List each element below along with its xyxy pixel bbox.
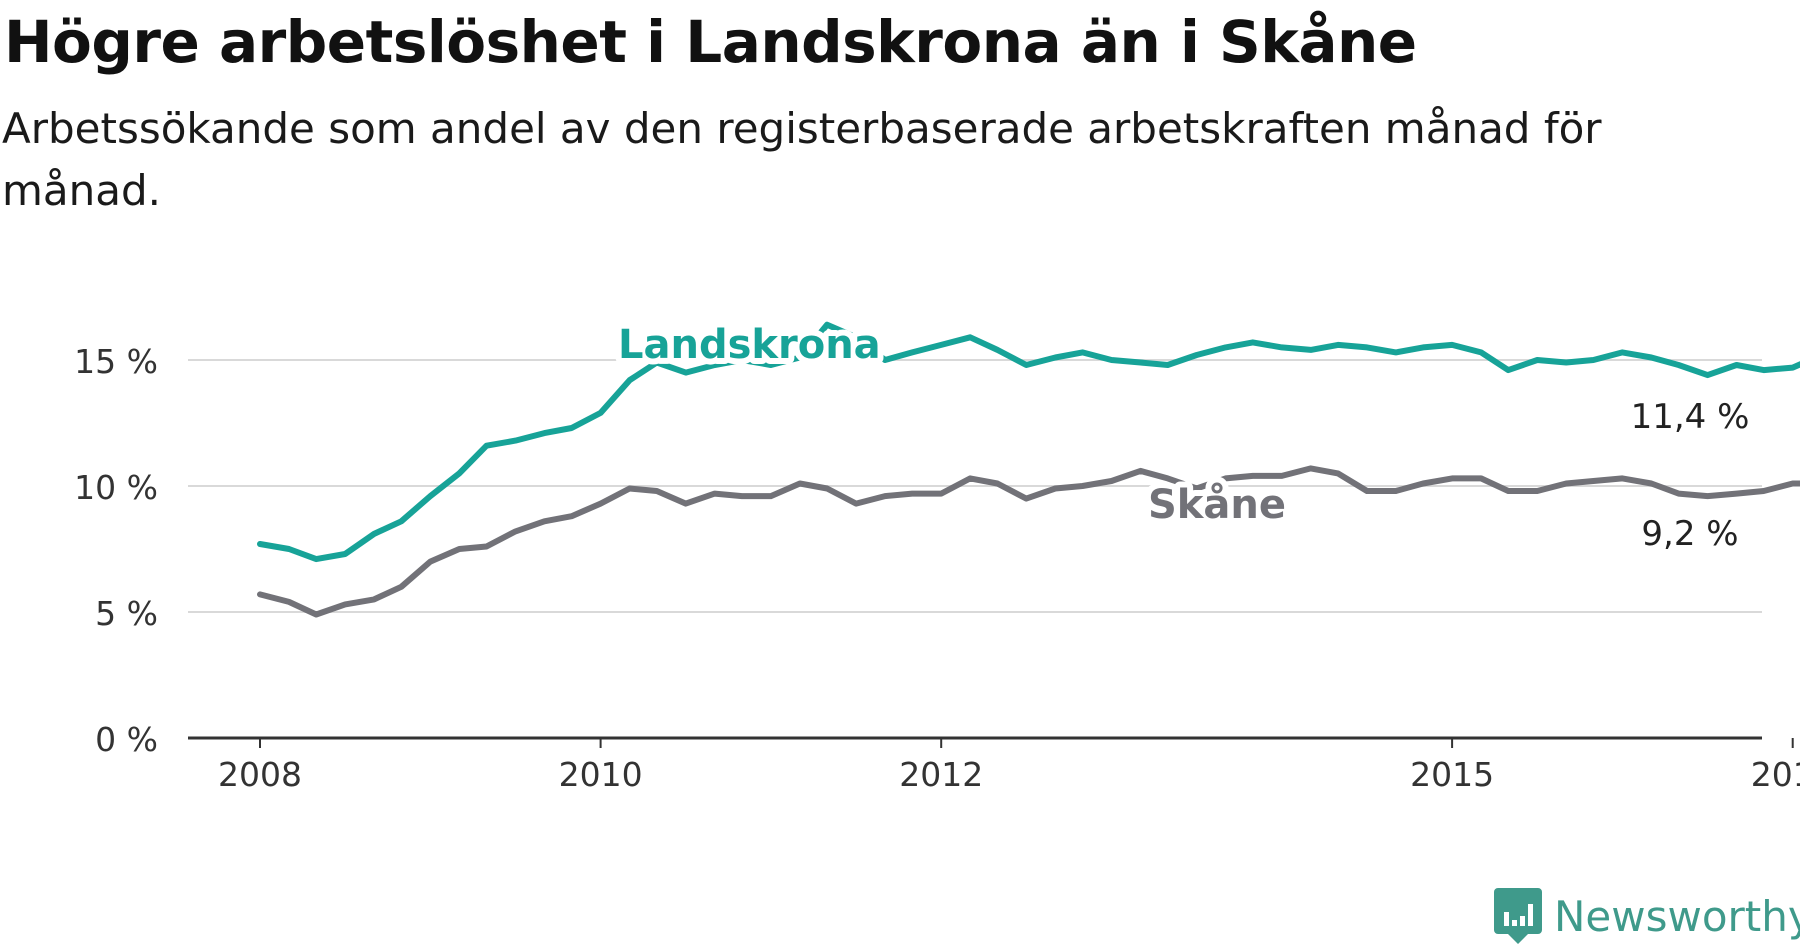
y-tick-label: 15 % (74, 342, 158, 381)
brand-name: Newsworthy (1554, 891, 1800, 941)
x-tick-label: 2008 (218, 755, 302, 794)
newsworthy-logo-icon (1494, 888, 1542, 944)
x-axis: 20082010201220152017202020222024 (188, 736, 1800, 794)
y-tick-label: 10 % (74, 468, 158, 507)
chart-title: Högre arbetslöshet i Landskrona än i Skå… (4, 8, 1417, 76)
series-line-landskrona (257, 321, 1800, 563)
y-tick-label: 5 % (95, 594, 158, 633)
x-tick-label: 2010 (559, 755, 643, 794)
y-axis-ticks: 0 % 5 % 10 % 15 % (74, 342, 158, 759)
chart-subtitle: Arbetssökande som andel av den registerb… (2, 104, 1602, 215)
series-line-skane (257, 465, 1800, 618)
series-labels: Landskrona Skåne 11,4 % 9,2 % (612, 316, 1753, 558)
end-value-label-landskrona: 11,4 % (1631, 397, 1750, 437)
x-tick-label: 2012 (899, 755, 983, 794)
y-tick-label: 0 % (95, 720, 158, 759)
line-chart: 0 %5 %10 %15 % 2008201020122015201720202… (74, 316, 1800, 794)
series-label-skane: Skåne (1148, 481, 1286, 528)
x-tick-label: 2015 (1410, 755, 1494, 794)
end-value-label-skane: 9,2 % (1641, 514, 1738, 554)
newsworthy-brand: Newsworthy (1494, 886, 1800, 946)
series-label-landskrona: Landskrona (618, 322, 881, 368)
series-lines (257, 321, 1800, 618)
x-tick-label: 2017 (1751, 755, 1800, 794)
gridlines (188, 359, 1762, 613)
